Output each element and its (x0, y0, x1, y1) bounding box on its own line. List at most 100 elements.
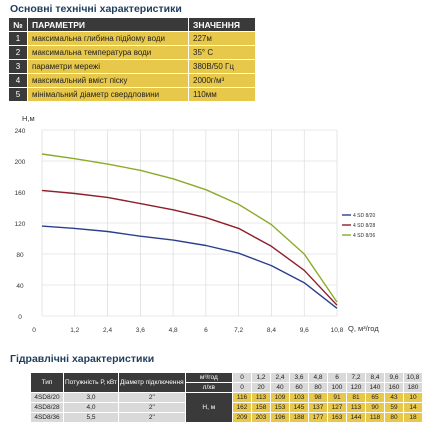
hydraulic-h-value: 91 (327, 392, 347, 403)
specs-header-num: № (8, 17, 28, 32)
y-tick-label: 160 (15, 190, 26, 197)
hydraulic-h-value: 18 (403, 412, 423, 423)
x-tick-label: 1,2 (70, 327, 79, 334)
specs-row-num: 5 (8, 87, 28, 102)
x-tick-label: 0 (32, 327, 36, 334)
hydraulic-pump-row: 4SD8/20 3,0 2" Н, м 116 113 109 103 98 9… (30, 392, 423, 423)
specs-header-value: ЗНАЧЕННЯ (188, 17, 256, 32)
hydraulic-q-lmin: 40 (270, 382, 290, 393)
hydraulic-h-value: 90 (365, 402, 385, 413)
specs-row-value: 227м (188, 31, 256, 46)
specs-row-param: максимальна температура води (27, 45, 189, 60)
hydraulic-h-value: 113 (346, 402, 366, 413)
hydraulic-head-diameter: Діаметр підключення (117, 372, 186, 393)
hydraulic-title: Гідравлічні характеристики (10, 353, 155, 365)
specs-row-param: параметри мережі (27, 59, 189, 74)
hydraulic-h-value: 203 (251, 412, 271, 423)
specs-row-value: 380В/50 Гц (188, 59, 256, 74)
y-tick-label: 80 (16, 252, 24, 259)
hydraulic-pump-diameter: 2" (117, 392, 186, 403)
hydraulic-q-lmin: 80 (308, 382, 328, 393)
hydraulic-h-value: 144 (346, 412, 366, 423)
y-tick-label: 0 (18, 314, 22, 321)
hydraulic-unit-h: Н, м (184, 392, 234, 423)
specs-row-value: 35° С (188, 45, 256, 60)
hydraulic-h-value: 10 (403, 392, 423, 403)
hydraulic-q-m3: 6 (327, 372, 347, 383)
hydraulic-h-value: 127 (327, 402, 347, 413)
specs-row: 4 максимальний вміст піску 2000г/м³ (8, 73, 256, 88)
hydraulic-h-value: 65 (365, 392, 385, 403)
hydraulic-pump-diameter: 2" (117, 412, 186, 423)
x-tick-label: 3,6 (136, 327, 145, 334)
specs-row-num: 3 (8, 59, 28, 74)
hydraulic-h-value: 145 (289, 402, 309, 413)
hydraulic-unit-m3: м³/год (184, 372, 234, 383)
hydraulic-q-m3: 8,4 (365, 372, 385, 383)
specs-row: 5 мінімальний діаметр свердловини 110мм (8, 87, 256, 102)
hydraulic-q-m3: 10,8 (403, 372, 423, 383)
x-tick-label: 8,4 (267, 327, 276, 334)
x-tick-label: 9,6 (300, 327, 309, 334)
hydraulic-q-lmin: 20 (251, 382, 271, 393)
hydraulic-head-power: Потужність Р, кВт (63, 372, 119, 393)
hydraulic-row-m3: Тип Потужність Р, кВт Діаметр підключенн… (30, 372, 423, 393)
hydraulic-q-lmin: 60 (289, 382, 309, 393)
hydraulic-h-value: 43 (384, 392, 404, 403)
y-axis-label: H,м (22, 114, 35, 123)
hydraulic-h-value: 14 (403, 402, 423, 413)
hydraulic-h-value: 162 (232, 402, 252, 413)
hydraulic-pump-type: 4SD8/36 (30, 412, 64, 423)
hydraulic-h-value: 153 (270, 402, 290, 413)
specs-header-row: № ПАРАМЕТРИ ЗНАЧЕННЯ (8, 17, 256, 32)
series-line (41, 225, 338, 309)
hydraulic-h-value: 81 (346, 392, 366, 403)
specs-row: 2 максимальна температура води 35° С (8, 45, 256, 60)
specs-header-param: ПАРАМЕТРИ (27, 17, 189, 32)
pump-curve-chart: 0 40 80 120 160 200 240 0 1,2 2,4 3,6 4,8 6 7,2 8,4 9,6… (15, 114, 380, 334)
hydraulic-h-value: 59 (384, 402, 404, 413)
specs-row: 3 параметри мережі 380В/50 Гц (8, 59, 256, 74)
hydraulic-head-type: Тип (30, 372, 64, 393)
y-tick-label: 200 (15, 159, 26, 166)
hydraulic-h-value: 80 (384, 412, 404, 423)
hydraulic-pump-power: 5,5 (63, 412, 119, 423)
hydraulic-pump-type: 4SD8/20 (30, 392, 64, 403)
hydraulic-pump-row: 4SD8/36 5,5 2" 209 203 196 188 177 163 1… (30, 412, 423, 423)
hydraulic-h-value: 113 (251, 392, 271, 403)
hydraulic-q-m3: 1,2 (251, 372, 271, 383)
specs-title: Основні технічні характеристики (10, 3, 182, 15)
hydraulic-q-m3: 2,4 (270, 372, 290, 383)
hydraulic-row-lmin: л/хв 0 20 40 60 80 100 120 140 160 180 (31, 382, 423, 393)
legend-label: 4 SD 8/28 (353, 223, 375, 229)
hydraulic-q-m3: 3,6 (289, 372, 309, 383)
x-tick-label: 4,8 (169, 327, 178, 334)
hydraulic-pump-power: 3,0 (63, 392, 119, 403)
specs-row-param: мінімальний діаметр свердловини (27, 87, 189, 102)
hydraulic-unit-lmin: л/хв (184, 382, 234, 393)
specs-row-num: 1 (8, 31, 28, 46)
hydraulic-q-lmin: 0 (232, 382, 252, 393)
hydraulic-h-value: 109 (270, 392, 290, 403)
hydraulic-q-m3: 0 (232, 372, 252, 383)
y-tick-label: 240 (15, 128, 26, 135)
specs-row-param: максимальна глибина підйому води (27, 31, 189, 46)
specs-row: 1 максимальна глибина підйому води 227м (8, 31, 256, 46)
hydraulic-q-lmin: 100 (327, 382, 347, 393)
x-tick-label: 7,2 (234, 327, 243, 334)
specs-row-value: 110мм (188, 87, 256, 102)
hydraulic-h-value: 209 (232, 412, 252, 423)
hydraulic-h-value: 188 (289, 412, 309, 423)
hydraulic-h-value: 158 (251, 402, 271, 413)
hydraulic-h-value: 163 (327, 412, 347, 423)
series-line (41, 153, 338, 303)
hydraulic-q-lmin: 140 (365, 382, 385, 393)
specs-table: № ПАРАМЕТРИ ЗНАЧЕННЯ 1 максимальна глиби… (8, 17, 256, 102)
hydraulic-pump-type: 4SD8/28 (30, 402, 64, 413)
hydraulic-q-m3: 9,6 (384, 372, 404, 383)
legend-label: 4 SD 8/20 (353, 213, 375, 219)
x-tick-label: 2,4 (103, 327, 112, 334)
hydraulic-h-value: 98 (308, 392, 328, 403)
hydraulic-q-m3: 7,2 (346, 372, 366, 383)
hydraulic-pump-power: 4,0 (63, 402, 119, 413)
